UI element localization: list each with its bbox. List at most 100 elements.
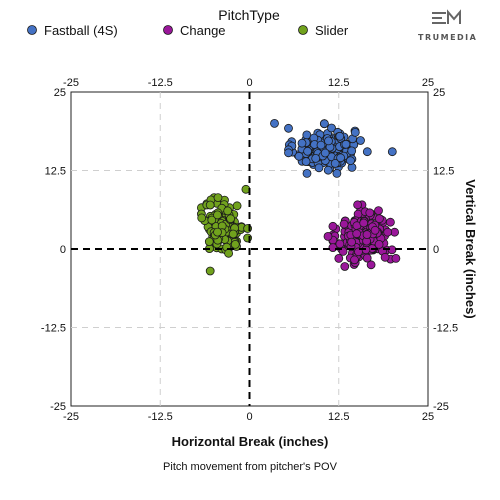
x-tick-label-bottom: -12.5 [148,411,173,423]
data-point [316,140,326,150]
y-tick-label-right: 25 [433,87,445,99]
data-point [366,260,376,270]
data-point [362,253,372,263]
data-point [350,255,359,265]
data-point [226,214,236,224]
legend-label: Change [180,23,226,38]
data-point [223,206,233,216]
x-tick-label-bottom: -25 [63,411,79,423]
x-tick-label-top: 0 [246,77,252,89]
data-point [370,225,380,235]
data-point [356,136,365,145]
data-point [327,123,336,133]
data-point [391,253,401,263]
data-point [374,206,383,216]
data-point [230,239,240,249]
data-point [328,243,338,253]
legend-item: Change [163,23,226,38]
data-point [335,131,345,141]
data-point [213,193,223,203]
data-point [347,146,357,156]
y-tick-label-left: -25 [50,401,66,413]
data-point [334,253,344,263]
data-point [335,239,345,249]
data-point [324,136,333,146]
data-point [353,200,363,210]
data-point [341,139,351,149]
data-point [365,208,375,218]
y-axis-title: Vertical Break (inches) [463,179,478,318]
y-tick-label-right: 12.5 [433,166,454,178]
data-point [204,237,214,247]
data-point [270,119,279,128]
data-point [328,221,338,231]
brand-bar-3 [432,22,446,24]
series-change [323,200,401,271]
data-point [387,147,397,157]
data-point [205,266,215,276]
legend-item: Fastball (4S) [27,23,118,38]
x-axis-title: Horizontal Break (inches) [172,434,329,449]
data-point [303,146,313,156]
x-tick-label-top: -12.5 [148,77,173,89]
data-point [347,237,357,247]
data-point [294,151,304,161]
legend-title: PitchType [218,7,280,23]
brand-m-shape [447,9,461,24]
y-tick-label-left: 12.5 [45,166,66,178]
data-point [302,168,312,178]
x-tick-label-top: -25 [63,77,79,89]
chart-subtitle: Pitch movement from pitcher's POV [163,461,338,473]
legend-marker [163,25,173,35]
data-point [284,148,293,158]
brand-name: TRUMEDIA [418,33,477,42]
data-point [205,200,215,210]
brand-logo: TRUMEDIA [418,9,477,42]
data-point [330,158,340,168]
x-tick-label-top: 12.5 [328,77,349,89]
y-tick-label-left: -12.5 [41,323,66,335]
legend-item: Slider [298,23,349,38]
data-point [359,218,369,228]
data-point [380,252,390,262]
data-point [374,214,384,224]
legend: PitchType Fastball (4S) Change Slider [27,7,349,38]
data-point [362,147,372,157]
brand-bar-2 [432,17,442,19]
legend-marker [298,25,308,35]
y-tick-label-right: 0 [433,244,439,256]
data-point [213,227,222,237]
data-point [385,217,395,227]
data-point [207,215,217,225]
legend-label: Slider [315,23,349,38]
series-fastball-4s [270,119,397,178]
data-point [320,148,330,158]
x-tick-label-bottom: 25 [422,411,434,423]
data-point [213,210,222,220]
y-tick-label-right: -25 [433,401,449,413]
data-point [339,219,349,229]
data-point [228,229,238,239]
data-point [374,239,384,249]
data-point [224,248,234,258]
data-point [311,153,321,163]
data-point [323,231,333,241]
data-point [314,163,324,173]
x-tick-label-top: 25 [422,77,434,89]
x-tick-label-bottom: 0 [246,411,252,423]
data-point [323,165,333,175]
data-point [319,119,329,129]
legend-label: Fastball (4S) [44,23,118,38]
data-point [332,168,342,178]
data-point [197,213,207,223]
brand-bar-1 [432,12,446,14]
data-point [301,157,311,167]
data-point [346,156,355,166]
data-point [350,127,360,137]
y-tick-label-right: -12.5 [433,323,458,335]
data-point [383,227,393,237]
data-point [362,230,372,240]
x-tick-label-bottom: 12.5 [328,411,349,423]
